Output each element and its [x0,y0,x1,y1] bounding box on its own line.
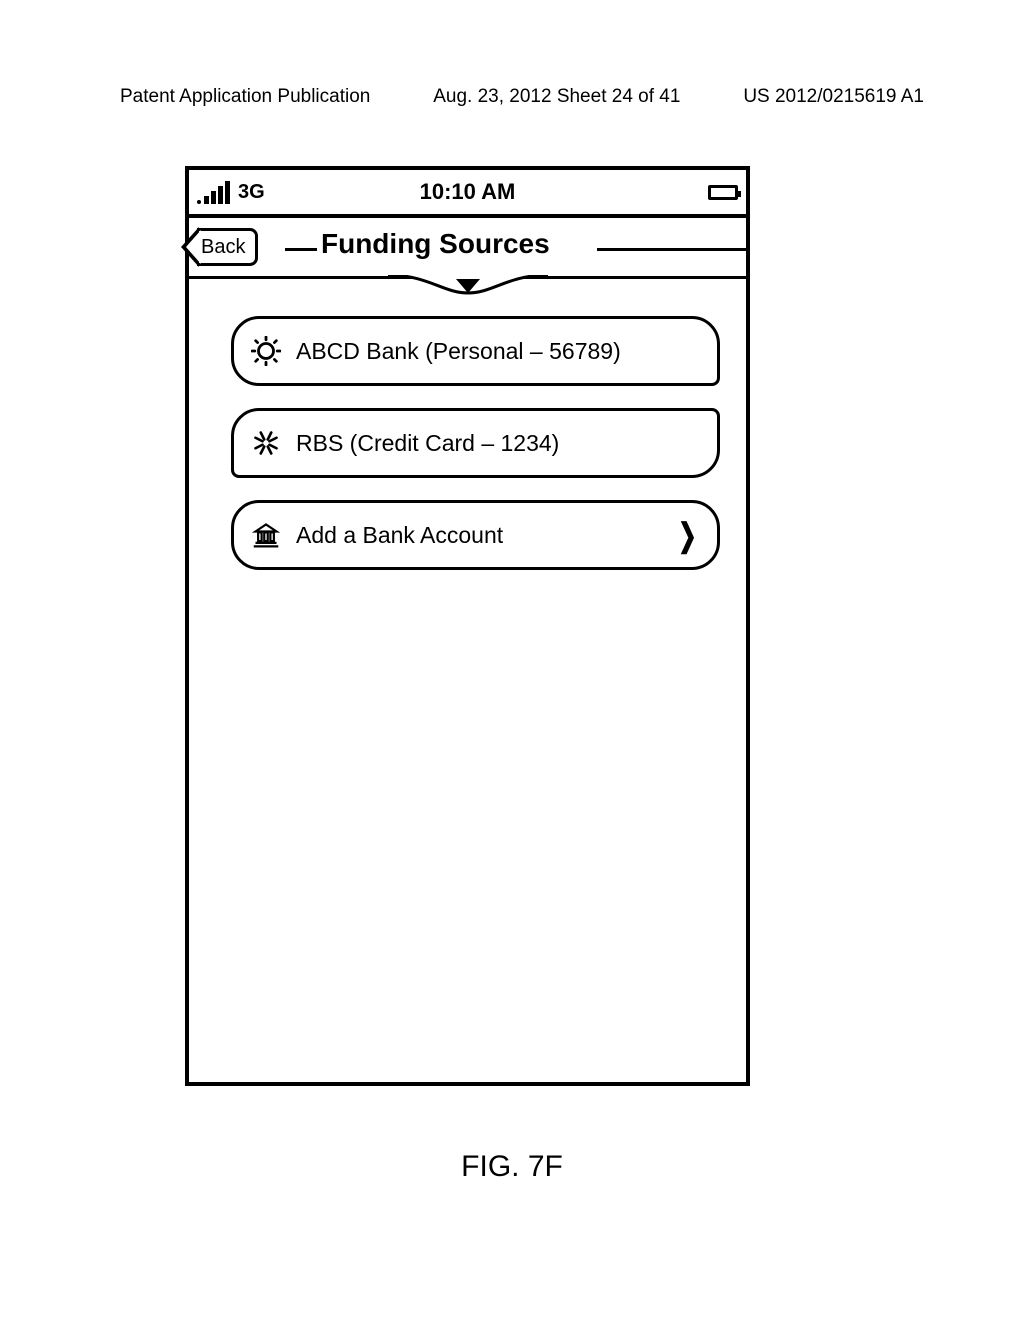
funding-source-item[interactable]: ABCD Bank (Personal – 56789) [231,316,720,386]
bank-icon [250,519,282,551]
funding-source-label: ABCD Bank (Personal – 56789) [296,338,621,365]
figure-label: FIG. 7F [0,1150,1024,1184]
back-button-label: Back [201,236,245,259]
funding-source-item[interactable]: RBS (Credit Card – 1234) [231,408,720,478]
doc-header-right: US 2012/0215619 A1 [743,86,924,108]
add-bank-label: Add a Bank Account [296,522,503,549]
phone-frame: 3G 10:10 AM Back Funding Sources [185,166,750,1086]
add-bank-account-button[interactable]: Add a Bank Account ❯ [231,500,720,570]
back-button[interactable]: Back [197,228,258,266]
decoration-line [597,248,746,251]
dropdown-indicator[interactable] [388,275,548,310]
chevron-down-icon [456,279,480,293]
clock-label: 10:10 AM [189,179,746,205]
battery-icon [708,185,738,200]
doc-header: Patent Application Publication Aug. 23, … [120,86,924,108]
sparkle-icon [250,427,282,459]
nav-bar: Back Funding Sources [189,218,746,276]
doc-header-left: Patent Application Publication [120,86,370,108]
decoration-line [285,248,317,251]
funding-list: ABCD Bank (Personal – 56789) RBS (Credit… [189,276,746,570]
page-title: Funding Sources [321,228,550,260]
status-bar: 3G 10:10 AM [189,170,746,218]
funding-source-label: RBS (Credit Card – 1234) [296,430,559,457]
gear-icon [250,335,282,367]
chevron-right-icon: ❯ [678,516,697,554]
doc-header-center: Aug. 23, 2012 Sheet 24 of 41 [433,86,680,108]
